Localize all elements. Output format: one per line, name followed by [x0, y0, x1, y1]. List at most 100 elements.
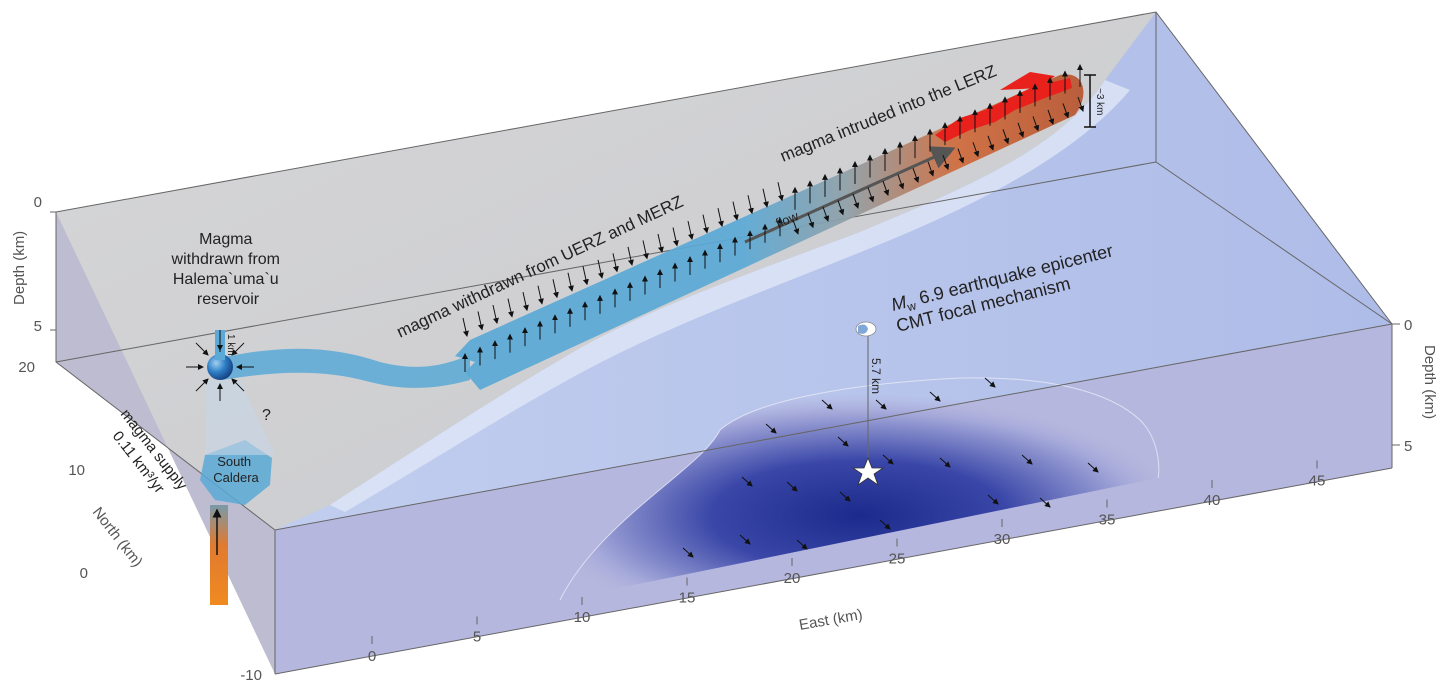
subsidence-arrow	[1032, 116, 1040, 132]
subsidence-arrow	[822, 206, 830, 222]
epicenter-star	[851, 456, 885, 487]
slip-arrow	[786, 481, 798, 492]
deflation-arrow	[231, 378, 245, 392]
slip-distribution	[560, 377, 1159, 600]
subsidence-arrow	[1002, 129, 1010, 145]
subsidence-arrow	[702, 214, 709, 234]
slip-arrow	[839, 491, 851, 502]
east-tick-label: 45	[1309, 473, 1326, 490]
label-magma-withdrawn-halemaumau: Magma withdrawn from Halema`uma`u reserv…	[171, 231, 285, 308]
subsidence-arrow	[807, 213, 815, 229]
subsidence-arrow	[627, 246, 634, 266]
slip-arrow	[879, 519, 891, 530]
deflation-arrow	[231, 342, 245, 356]
east-tick-label: 25	[889, 551, 906, 568]
right-depth-axis-label: Depth (km)	[1421, 345, 1438, 419]
east-tick-label: 10	[574, 609, 591, 626]
slip-arrow	[984, 377, 996, 388]
slip-arrow	[741, 476, 753, 487]
south-caldera-body	[200, 440, 272, 505]
subsidence-arrow	[837, 200, 845, 216]
north-tick-20-label: 20	[18, 359, 35, 376]
label-3km: ~3 km	[1094, 88, 1105, 116]
subsidence-arrow	[942, 155, 950, 171]
subsidence-arrow	[912, 167, 920, 184]
subsidence-arrow	[777, 182, 784, 202]
label-south-caldera: South Caldera	[213, 454, 259, 485]
subsidence-arrow	[972, 142, 980, 158]
lerz-fissure-eruption-2	[1000, 72, 1055, 90]
left-depth-tick-0: 0	[34, 194, 42, 211]
east-tick-label: 0	[368, 648, 376, 665]
subsidence-arrow	[1017, 122, 1025, 138]
subsidence-arrow	[882, 180, 890, 196]
cmt-focal-mechanism-quadrant	[858, 324, 868, 334]
halemaumau-reservoir	[207, 354, 233, 380]
uerz-up-arrows	[462, 64, 1083, 372]
slip-arrow	[987, 494, 999, 505]
slip-arrow	[939, 457, 951, 468]
slip-arrow	[682, 547, 694, 558]
subsidence-arrow	[582, 266, 589, 286]
feeder-cone	[205, 380, 275, 455]
subsidence-arrow	[597, 259, 604, 279]
top-surface-land	[56, 12, 1156, 530]
subsidence-arrow	[852, 193, 860, 209]
subsidence-arrow	[567, 272, 574, 292]
slip-vector-arrows	[682, 377, 1099, 558]
slip-arrow	[875, 399, 887, 410]
north-axis-ticks: 10 0 -10	[68, 462, 262, 684]
subsidence-arrow	[522, 292, 529, 312]
slip-arrow	[1039, 497, 1051, 508]
left-depth-axis	[50, 211, 56, 331]
coastal-shelf	[330, 80, 1130, 512]
subsidence-arrow	[717, 208, 724, 228]
scale-bar-3km	[1084, 74, 1096, 128]
label-1km: 1 km	[225, 334, 236, 356]
label-question: ?	[262, 407, 271, 424]
subsidence-arrow	[462, 317, 469, 337]
flow-arrow	[744, 146, 956, 244]
rift-down-arrows	[462, 96, 1085, 337]
east-axis-ticks: 0 5 10 15 20 25 30 35 40 45	[368, 460, 1326, 665]
subsidence-arrow	[897, 174, 905, 190]
deflation-arrow	[195, 342, 209, 356]
subsidence-arrow	[927, 161, 935, 177]
east-axis-label: East (km)	[798, 606, 864, 634]
east-tick-label: 30	[994, 531, 1011, 548]
left-depth-axis-label: Depth (km)	[11, 231, 28, 305]
slip-arrow	[821, 399, 833, 410]
slip-arrow	[765, 423, 777, 434]
subsidence-arrow	[762, 188, 769, 208]
right-depth-tick-0: 0	[1404, 317, 1412, 334]
subsidence-arrow	[687, 220, 694, 241]
subsidence-arrow	[957, 148, 965, 164]
subsidence-arrow	[747, 195, 754, 215]
subsidence-arrow	[1047, 109, 1055, 125]
subsidence-arrow	[642, 240, 649, 260]
subsidence-arrow	[987, 135, 995, 151]
lerz-fissure-eruption	[935, 78, 1072, 142]
magma-conduit	[210, 505, 228, 605]
label-5-7km: 5.7 km	[869, 358, 883, 394]
slip-arrow	[929, 391, 941, 402]
magma-pipe	[220, 348, 470, 388]
north-tick-label: 10	[68, 462, 85, 479]
subsidence-arrow	[477, 311, 484, 331]
subsidence-arrow	[507, 298, 514, 318]
east-tick-label: 40	[1204, 492, 1221, 509]
subsidence-arrow	[537, 285, 544, 305]
subsidence-arrow	[492, 304, 499, 325]
subsidence-arrow	[657, 233, 664, 253]
slip-arrow	[796, 539, 808, 550]
right-depth-tick-5: 5	[1404, 438, 1412, 455]
reservoir-deflation-arrows	[186, 333, 254, 401]
subsidence-arrow	[1062, 103, 1070, 119]
slip-arrow	[882, 454, 894, 465]
slip-arrow	[1021, 454, 1033, 465]
box-edges	[55, 11, 1393, 675]
subsidence-arrow	[867, 187, 875, 203]
north-tick-label: 0	[80, 565, 88, 582]
subsidence-arrow	[1077, 96, 1085, 112]
